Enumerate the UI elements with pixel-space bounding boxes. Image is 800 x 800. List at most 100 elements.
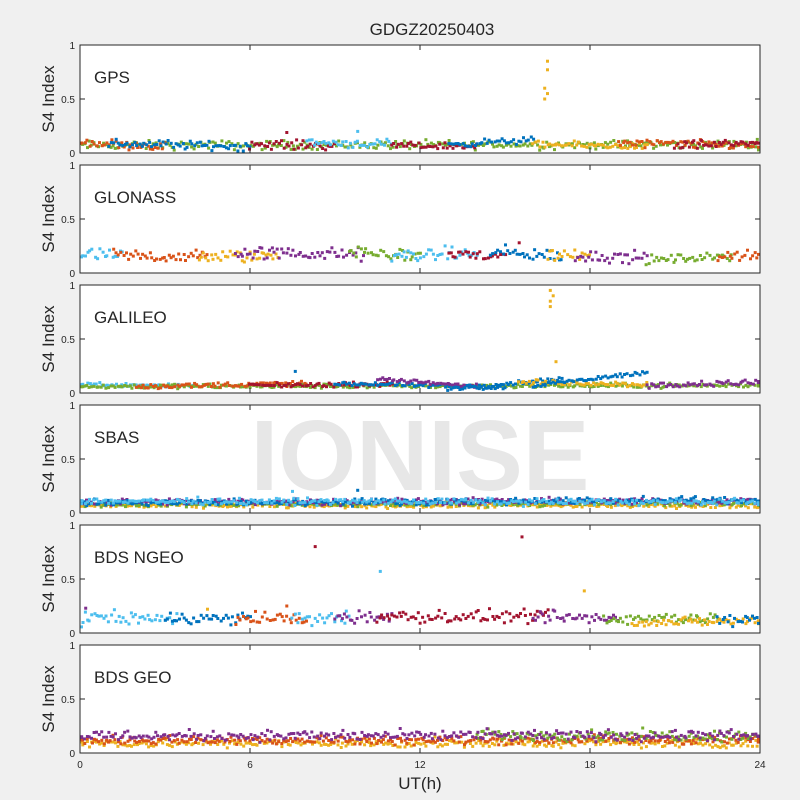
data-point [681, 616, 685, 620]
data-point [224, 384, 228, 388]
data-point [92, 498, 96, 502]
data-point [360, 505, 364, 509]
data-point [344, 739, 348, 743]
data-point [419, 732, 423, 736]
data-point [405, 144, 409, 148]
data-point [531, 385, 535, 389]
data-point [486, 256, 490, 260]
data-point [595, 499, 599, 502]
data-point [649, 741, 653, 745]
data-point [718, 729, 722, 733]
data-point [443, 734, 447, 738]
data-point [693, 495, 697, 499]
data-point [116, 253, 120, 257]
data-point [474, 256, 478, 260]
panel-name: BDS GEO [94, 668, 171, 687]
data-point [178, 144, 182, 148]
data-point [247, 502, 251, 506]
data-point [336, 382, 340, 386]
data-point [124, 382, 128, 385]
data-point [559, 385, 563, 389]
data-point [116, 501, 120, 505]
data-point [487, 385, 491, 389]
data-point [243, 247, 247, 251]
data-point [543, 503, 546, 507]
data-point [226, 381, 230, 385]
data-point [166, 734, 170, 738]
data-point [755, 616, 759, 619]
data-point [535, 744, 539, 748]
data-point [539, 384, 543, 388]
data-point [400, 497, 404, 501]
data-point [327, 141, 331, 145]
data-point [143, 254, 147, 258]
data-point [507, 503, 511, 507]
data-point [553, 383, 556, 387]
data-point [654, 385, 658, 389]
data-point [641, 726, 645, 730]
data-point [558, 380, 562, 384]
data-point [193, 381, 197, 385]
data-point [617, 140, 621, 144]
data-point [313, 616, 317, 620]
data-point [727, 502, 731, 506]
data-point [743, 253, 747, 257]
data-point [623, 738, 627, 742]
data-point [711, 501, 715, 505]
data-point [169, 256, 173, 260]
data-point [237, 737, 241, 741]
data-point [646, 502, 650, 506]
data-point [411, 143, 415, 147]
data-point [695, 384, 699, 388]
outlier-point [543, 86, 547, 90]
data-point [386, 507, 390, 510]
data-point [387, 501, 391, 505]
data-point [322, 505, 326, 509]
data-point [439, 738, 443, 742]
data-point [756, 619, 760, 623]
data-point [719, 731, 723, 735]
data-point [206, 741, 210, 745]
data-point [446, 383, 449, 387]
data-point [282, 737, 286, 741]
data-point [403, 733, 407, 737]
data-point [528, 142, 532, 146]
data-point [465, 384, 469, 387]
data-point [350, 618, 354, 622]
data-point [452, 497, 456, 501]
data-point [232, 503, 236, 507]
data-point [197, 741, 201, 745]
data-point [332, 732, 336, 735]
data-point [358, 742, 362, 746]
data-point [263, 144, 267, 148]
data-point [134, 249, 138, 253]
data-point [499, 250, 502, 254]
data-point [627, 502, 631, 506]
data-point [688, 383, 692, 387]
data-point [386, 382, 389, 386]
data-point [240, 382, 244, 386]
data-point [511, 500, 515, 504]
data-point [626, 139, 629, 143]
data-point [173, 502, 177, 506]
data-point [602, 503, 606, 506]
data-point [631, 258, 635, 262]
data-point [548, 735, 552, 739]
data-point [730, 256, 734, 260]
data-point [729, 382, 733, 386]
data-point [389, 504, 392, 507]
data-point [168, 616, 172, 620]
data-point [584, 259, 588, 263]
data-point [511, 503, 515, 507]
data-point [692, 736, 696, 740]
data-point [333, 500, 337, 503]
data-point [599, 617, 603, 621]
data-point [403, 503, 407, 507]
data-point [244, 737, 248, 740]
data-point [700, 258, 704, 261]
data-point [754, 378, 758, 382]
data-point [640, 501, 643, 505]
outlier-point [291, 489, 294, 493]
data-point [314, 140, 318, 144]
data-point [251, 743, 255, 747]
